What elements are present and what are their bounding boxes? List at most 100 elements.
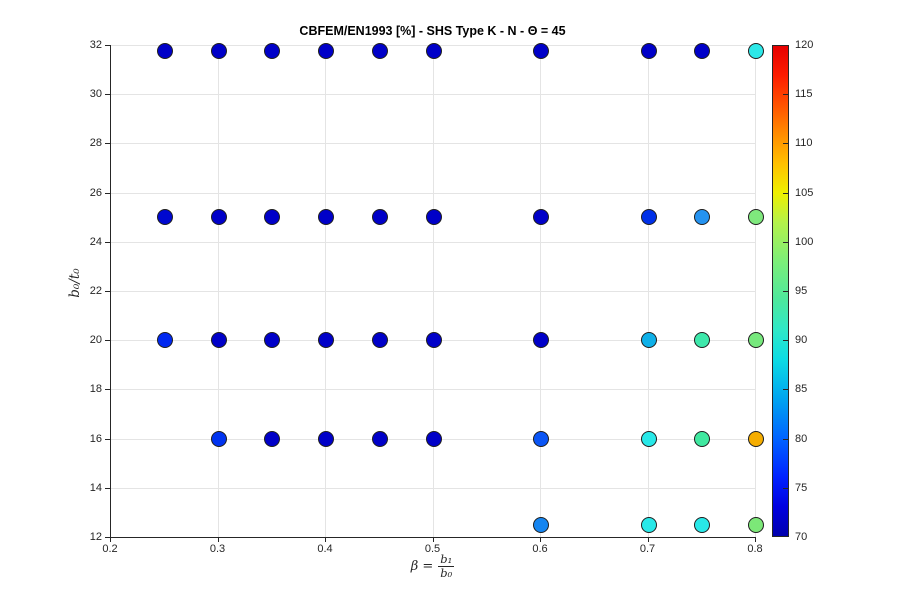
data-point — [748, 430, 764, 447]
colorbar-tick-mark — [783, 94, 788, 96]
colorbar — [772, 45, 789, 537]
x-tick-mark — [540, 537, 541, 542]
x-tick-mark — [110, 537, 111, 542]
colorbar-tick-mark — [783, 536, 788, 537]
data-point — [425, 430, 442, 447]
gridline-vertical — [540, 45, 541, 537]
data-point — [748, 43, 764, 60]
colorbar-tick-label: 80 — [795, 432, 808, 445]
gridline-vertical — [755, 45, 756, 537]
colorbar-tick-mark — [783, 389, 788, 391]
data-point — [640, 430, 657, 447]
data-point — [425, 43, 442, 60]
colorbar-tick-label: 95 — [795, 285, 808, 297]
x-tick-mark — [432, 537, 434, 542]
y-tick-mark — [105, 389, 110, 391]
plot-area — [110, 43, 764, 538]
y-tick-label: 26 — [89, 186, 102, 199]
data-point — [748, 209, 764, 226]
y-axis-label: b₀/t₀ — [67, 268, 83, 298]
data-point — [264, 430, 281, 447]
colorbar-tick-label: 110 — [795, 137, 813, 150]
data-point — [318, 43, 334, 60]
data-point — [425, 332, 442, 349]
x-tick-label: 0.6 — [532, 543, 548, 555]
gridline-vertical — [432, 45, 434, 537]
gridline-horizontal — [111, 192, 756, 194]
data-point — [210, 43, 227, 60]
y-tick-label: 12 — [89, 531, 102, 543]
data-point — [425, 209, 442, 226]
y-tick-label: 22 — [89, 285, 102, 297]
data-point — [640, 516, 657, 533]
data-point — [264, 43, 281, 60]
data-point — [533, 332, 549, 349]
data-point — [156, 209, 173, 226]
colorbar-tick-mark — [783, 143, 788, 145]
data-point — [533, 43, 549, 60]
x-tick-mark — [647, 537, 649, 542]
data-point — [156, 43, 173, 60]
colorbar-tick-mark — [783, 487, 788, 489]
colorbar-tick-mark — [783, 192, 788, 194]
data-point — [694, 516, 711, 533]
x-axis-label-prefix: β = — [410, 559, 434, 575]
gridline-horizontal — [111, 389, 756, 391]
data-point — [694, 430, 711, 447]
data-point — [371, 332, 388, 349]
y-tick-mark — [105, 94, 110, 96]
y-tick-label: 32 — [89, 39, 102, 51]
data-point — [371, 43, 388, 60]
colorbar-tick-label: 105 — [795, 186, 814, 199]
colorbar-tick-mark — [783, 241, 788, 243]
colorbar-tick-label: 75 — [795, 481, 808, 494]
data-point — [371, 430, 388, 447]
y-tick-label: 18 — [89, 383, 102, 396]
y-tick-label: 24 — [89, 235, 102, 248]
y-tick-label: 30 — [89, 88, 102, 101]
gridline-horizontal — [111, 241, 756, 243]
gridline-vertical — [647, 45, 649, 537]
data-point — [318, 209, 334, 226]
gridline-horizontal — [111, 143, 756, 145]
data-point — [156, 332, 173, 349]
x-axis-label: β = b₁ b₀ — [110, 552, 755, 581]
data-point — [318, 430, 334, 447]
fraction-numerator: b₁ — [440, 552, 453, 566]
y-tick-mark — [105, 241, 110, 243]
data-point — [640, 43, 657, 60]
data-point — [748, 516, 764, 533]
gridline-vertical — [325, 45, 326, 537]
y-tick-label: 28 — [89, 137, 102, 150]
y-tick-mark — [105, 291, 110, 292]
data-point — [210, 430, 227, 447]
data-point — [748, 332, 764, 349]
data-point — [694, 43, 711, 60]
data-point — [533, 516, 549, 533]
data-point — [533, 430, 549, 447]
colorbar-tick-label: 100 — [795, 235, 814, 248]
data-point — [640, 209, 657, 226]
gridline-vertical — [217, 45, 219, 537]
x-tick-mark — [217, 537, 219, 542]
y-tick-mark — [105, 143, 110, 145]
colorbar-tick-mark — [783, 45, 788, 46]
x-tick-label: 0.5 — [424, 543, 441, 555]
x-tick-label: 0.7 — [639, 543, 656, 555]
colorbar-tick-label: 90 — [795, 334, 808, 347]
data-point — [210, 209, 227, 226]
data-point — [533, 209, 549, 226]
x-tick-label: 0.8 — [747, 543, 763, 555]
gridline-horizontal — [111, 487, 756, 489]
x-axis-label-fraction: b₁ b₀ — [438, 552, 455, 581]
data-point — [264, 332, 281, 349]
x-tick-label: 0.3 — [209, 543, 226, 555]
gridline-horizontal — [111, 291, 756, 292]
colorbar-tick-mark — [783, 340, 788, 342]
x-tick-mark — [755, 537, 756, 542]
chart-title: CBFEM/EN1993 [%] - SHS Type K - N - Θ = … — [299, 24, 566, 38]
colorbar-tick-mark — [783, 291, 788, 292]
gridline-horizontal — [111, 94, 756, 96]
fraction-denominator: b₀ — [438, 566, 455, 581]
